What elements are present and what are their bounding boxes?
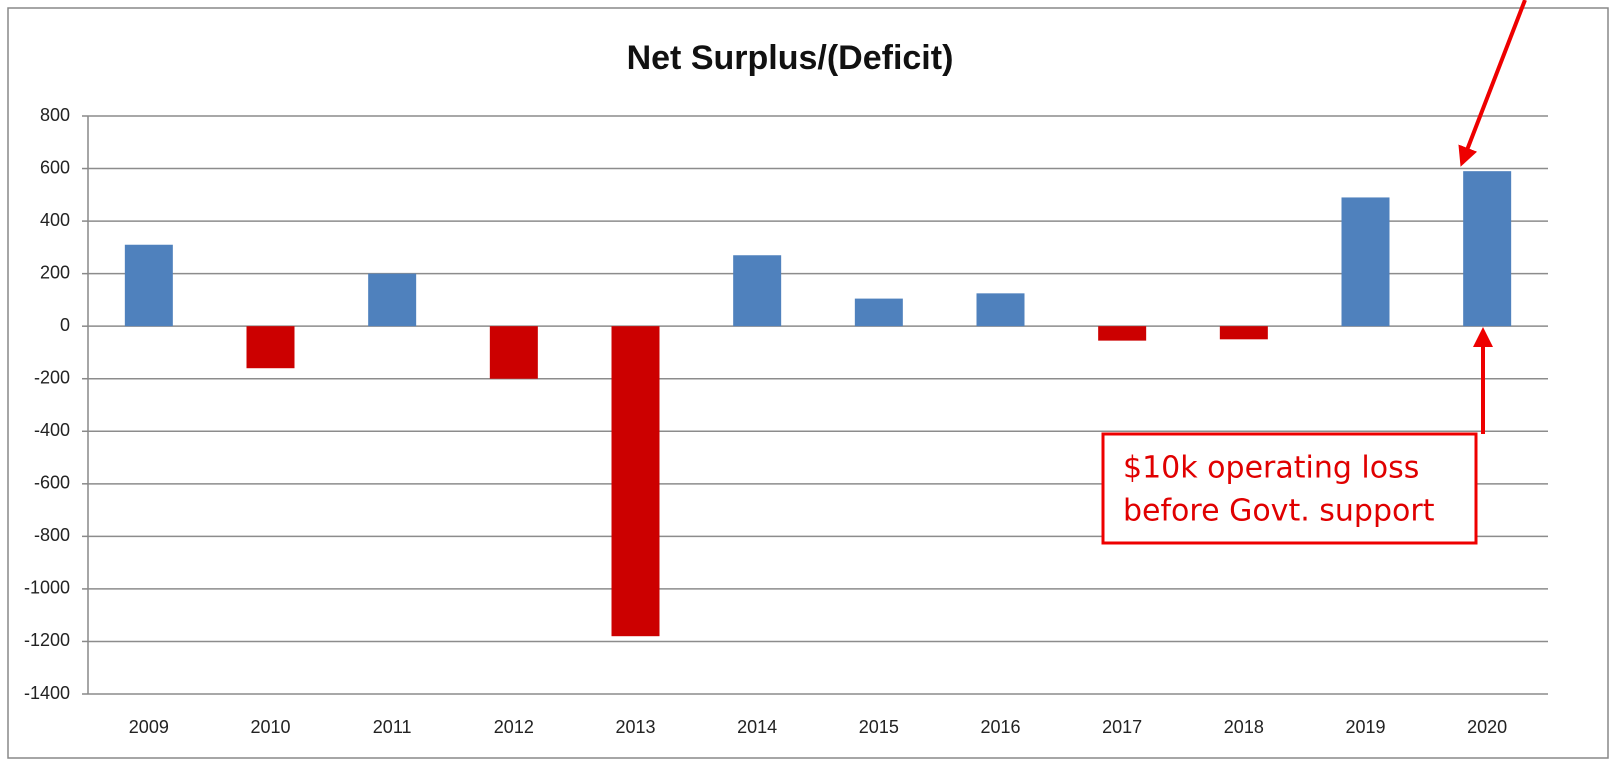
y-tick-label: 800 xyxy=(40,105,70,125)
y-tick-label: -400 xyxy=(34,420,70,440)
bar xyxy=(368,273,417,327)
bar xyxy=(124,244,173,327)
y-tick-label: -600 xyxy=(34,473,70,493)
bar xyxy=(489,326,538,379)
annotation: before Govt. support xyxy=(1123,494,1435,529)
annotation: $10k operating loss xyxy=(1123,451,1419,486)
bar xyxy=(1219,326,1268,340)
y-tick-label: -800 xyxy=(34,525,70,545)
bar xyxy=(1098,326,1147,341)
annotation-box xyxy=(1101,432,1478,545)
x-tick-label: 2013 xyxy=(615,717,655,737)
x-tick-label: 2010 xyxy=(250,717,290,737)
bar xyxy=(1463,171,1512,327)
x-tick-label: 2016 xyxy=(980,717,1020,737)
bar xyxy=(976,293,1025,327)
bar xyxy=(1341,197,1390,327)
y-tick-label: 400 xyxy=(40,210,70,230)
x-tick-label: 2014 xyxy=(737,717,777,737)
y-tick-label: 200 xyxy=(40,262,70,282)
x-tick-label: 2019 xyxy=(1345,717,1385,737)
y-tick-label: -1200 xyxy=(24,630,70,650)
x-tick-label: 2017 xyxy=(1102,717,1142,737)
x-tick-label: 2011 xyxy=(373,717,412,737)
y-tick-label: -1400 xyxy=(24,683,70,703)
y-tick-label: 600 xyxy=(40,157,70,177)
x-tick-label: 2009 xyxy=(129,717,169,737)
arrow xyxy=(1458,0,1527,167)
y-tick-label: -1000 xyxy=(24,578,70,598)
chart-frame xyxy=(7,7,1609,759)
bar xyxy=(733,255,782,327)
x-tick-label: 2020 xyxy=(1467,717,1507,737)
bar xyxy=(611,326,660,637)
x-tick-label: 2018 xyxy=(1224,717,1264,737)
bar xyxy=(246,326,295,369)
y-tick-label: 0 xyxy=(60,315,70,335)
y-tick-label: -200 xyxy=(34,367,70,387)
x-tick-label: 2015 xyxy=(859,717,899,737)
plot-area: -1400 -1200 -1000 -800 -600 -400 -200 0 200 400 60… xyxy=(24,105,1548,737)
x-tick-label: 2012 xyxy=(494,717,534,737)
chart-title: Net Surplus/(Deficit) xyxy=(627,39,954,77)
bar xyxy=(854,298,903,327)
